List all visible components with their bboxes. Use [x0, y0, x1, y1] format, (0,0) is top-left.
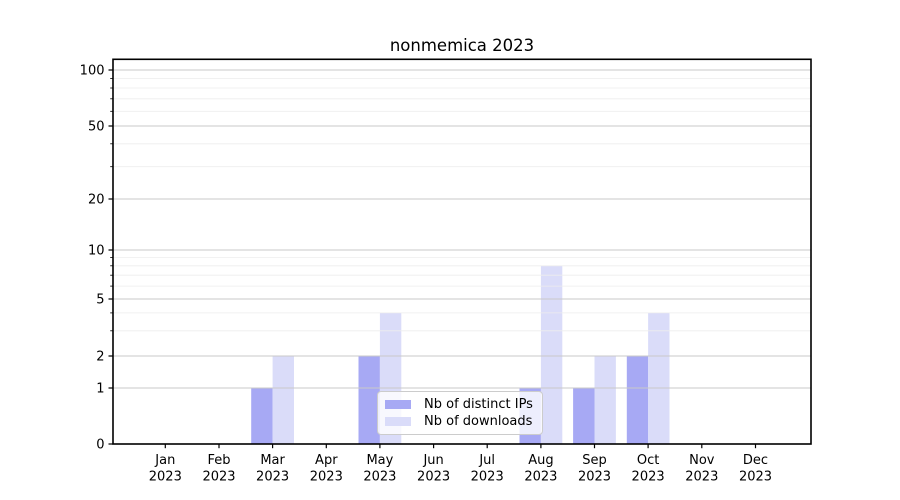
- x-tick-label-month: Feb: [207, 453, 230, 468]
- y-tick-label: 10: [88, 244, 105, 259]
- tick-labels-layer: 0 1 2 5 10 20 50 100 Jan 2023 Feb 2023 Mar 2023 Apr 202…: [80, 64, 772, 485]
- x-tick-label-year: 2023: [685, 470, 718, 485]
- bar-nb-of-distinct-ips-mar: [251, 388, 273, 444]
- grid-layer: [113, 69, 811, 389]
- y-tick-label: 5: [96, 293, 104, 308]
- x-tick-label-month: May: [366, 453, 393, 468]
- legend-box: Nb of distinct IPs Nb of downloads: [377, 391, 543, 435]
- legend-swatch-distinct-ips: [385, 400, 411, 409]
- bar-nb-of-distinct-ips-may: [358, 356, 380, 444]
- x-tick-label-year: 2023: [578, 470, 611, 485]
- y-tick-label: 50: [88, 120, 105, 135]
- plot-border: [112, 58, 812, 445]
- chart-title: nonmemica 2023: [389, 36, 535, 55]
- x-tick-label-year: 2023: [363, 470, 396, 485]
- x-tick-label-month: Aug: [528, 453, 553, 468]
- y-tick-label: 2: [96, 350, 104, 365]
- x-tick-label-month: Sep: [582, 453, 607, 468]
- bar-nb-of-downloads-mar: [272, 356, 294, 444]
- x-tick-label-month: Oct: [637, 453, 659, 468]
- legend-label-distinct-ips: Nb of distinct IPs: [424, 397, 533, 412]
- x-tick-label-year: 2023: [524, 470, 557, 485]
- bar-nb-of-distinct-ips-oct: [626, 356, 649, 444]
- x-tick-label-year: 2023: [739, 470, 772, 485]
- x-tick-label-year: 2023: [310, 470, 343, 485]
- legend-swatch-downloads: [385, 417, 411, 426]
- x-tick-label-year: 2023: [471, 470, 504, 485]
- legend-label-downloads: Nb of downloads: [424, 414, 533, 429]
- x-tick-label-year: 2023: [632, 470, 665, 485]
- x-tick-label-month: Dec: [743, 453, 768, 468]
- bar-nb-of-downloads-aug: [540, 265, 563, 444]
- x-tick-label-month: Jul: [478, 453, 495, 468]
- y-tick-label: 0: [96, 438, 104, 453]
- x-tick-label-year: 2023: [417, 470, 450, 485]
- bar-nb-of-distinct-ips-sep: [573, 388, 595, 444]
- x-tick-label-month: Jun: [422, 453, 443, 468]
- x-tick-label-year: 2023: [149, 470, 182, 485]
- x-tick-label-year: 2023: [256, 470, 289, 485]
- y-tick-label: 100: [80, 64, 105, 79]
- x-tick-label-month: Nov: [689, 453, 715, 468]
- bar-nb-of-downloads-sep: [594, 356, 616, 444]
- axes-layer: [108, 58, 812, 449]
- x-tick-label-month: Mar: [260, 453, 285, 468]
- y-tick-label: 1: [96, 382, 104, 397]
- legend-item-distinct-ips: Nb of distinct IPs: [385, 398, 535, 411]
- x-tick-label-year: 2023: [202, 470, 235, 485]
- legend-item-downloads: Nb of downloads: [385, 415, 535, 428]
- x-tick-label-month: Apr: [315, 453, 338, 468]
- bar-nb-of-downloads-oct: [648, 312, 670, 444]
- y-tick-label: 20: [88, 193, 105, 208]
- x-tick-label-month: Jan: [154, 453, 175, 468]
